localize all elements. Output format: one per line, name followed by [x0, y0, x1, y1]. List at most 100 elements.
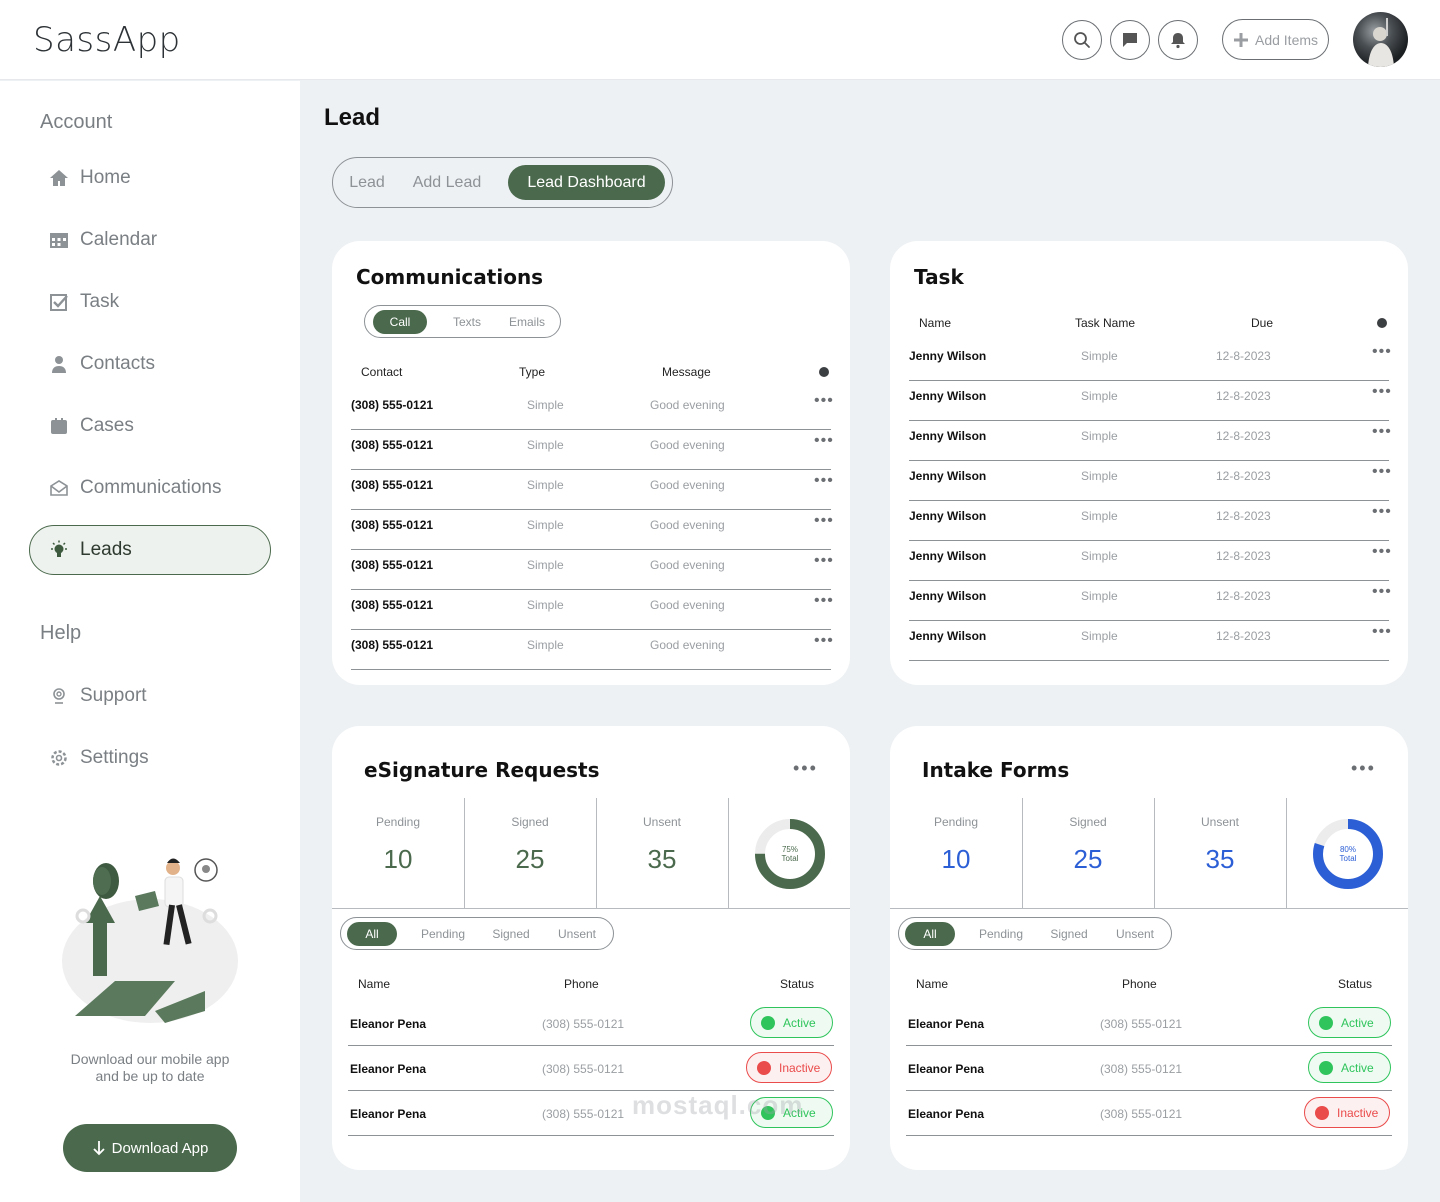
segment-emails[interactable]: Emails: [508, 315, 545, 329]
filter-pending[interactable]: Pending: [978, 927, 1024, 941]
donut-percent-label: 80%: [1340, 845, 1356, 854]
account-heading: Account: [40, 111, 113, 133]
row-more-button[interactable]: •••: [814, 592, 834, 609]
name-cell: Eleanor Pena: [908, 1062, 985, 1076]
segment-texts[interactable]: Texts: [452, 315, 481, 329]
filter-unsent[interactable]: Unsent: [557, 927, 597, 941]
stat-divider: [596, 798, 597, 908]
lightbulb-icon: [48, 539, 70, 561]
sidebar-item-settings[interactable]: Settings: [48, 743, 149, 773]
filter-unsent[interactable]: Unsent: [1115, 927, 1155, 941]
row-more-button[interactable]: •••: [814, 392, 834, 409]
tab-add-lead[interactable]: Add Lead: [412, 173, 482, 191]
row-more-button[interactable]: •••: [814, 512, 834, 529]
cases-icon: [48, 415, 70, 437]
table-row[interactable]: (308) 555-0121 Simple Good evening •••: [351, 472, 833, 518]
table-row[interactable]: (308) 555-0121 Simple Good evening •••: [351, 632, 833, 678]
intake-forms-title: Intake Forms: [922, 758, 1070, 782]
donut-percent-label: 75%: [782, 845, 798, 854]
table-row[interactable]: Eleanor Pena (308) 555-0121 Inactive: [348, 1052, 834, 1100]
table-row[interactable]: Jenny Wilson Simple 12-8-2023 •••: [909, 423, 1391, 469]
row-more-button[interactable]: •••: [814, 472, 834, 489]
search-button[interactable]: [1062, 20, 1102, 60]
stat-value-signed: 25: [1073, 844, 1103, 874]
contacts-icon: [48, 353, 70, 375]
filter-all[interactable]: All: [905, 922, 955, 946]
task-title: Task: [914, 265, 964, 289]
table-row[interactable]: Eleanor Pena (308) 555-0121 Inactive: [906, 1097, 1392, 1145]
table-row[interactable]: Jenny Wilson Simple 12-8-2023 •••: [909, 623, 1391, 669]
stat-label-unsent: Unsent: [1200, 815, 1240, 829]
table-row[interactable]: Eleanor Pena (308) 555-0121 Active: [906, 1007, 1392, 1055]
stat-label-signed: Signed: [511, 815, 549, 829]
messages-button[interactable]: [1110, 20, 1150, 60]
stat-value-pending: 10: [941, 844, 971, 874]
table-row[interactable]: Jenny Wilson Simple 12-8-2023 •••: [909, 503, 1391, 549]
stat-label-pending: Pending: [933, 815, 979, 829]
sidebar-item-leads[interactable]: Leads: [48, 535, 132, 565]
esignature-more-button[interactable]: •••: [793, 758, 818, 778]
row-more-button[interactable]: •••: [1372, 423, 1392, 440]
tab-lead[interactable]: Lead: [349, 173, 385, 191]
add-items-button[interactable]: Add Items: [1222, 19, 1329, 60]
segment-call[interactable]: Call: [373, 310, 427, 334]
contact-cell: (308) 555-0121: [351, 438, 434, 452]
table-row[interactable]: Jenny Wilson Simple 12-8-2023 •••: [909, 463, 1391, 509]
table-row[interactable]: (308) 555-0121 Simple Good evening •••: [351, 432, 833, 478]
table-row[interactable]: Jenny Wilson Simple 12-8-2023 •••: [909, 343, 1391, 389]
table-row[interactable]: Eleanor Pena (308) 555-0121 Active: [348, 1097, 834, 1145]
table-row[interactable]: (308) 555-0121 Simple Good evening •••: [351, 512, 833, 558]
table-row[interactable]: (308) 555-0121 Simple Good evening •••: [351, 552, 833, 598]
row-more-button[interactable]: •••: [1372, 343, 1392, 360]
column-options-dot[interactable]: [1377, 318, 1387, 328]
table-row[interactable]: Jenny Wilson Simple 12-8-2023 •••: [909, 543, 1391, 589]
column-options-dot[interactable]: [819, 367, 829, 377]
task-name-cell: Simple: [1081, 469, 1118, 483]
filter-signed[interactable]: Signed: [1050, 927, 1088, 941]
filter-pending[interactable]: Pending: [420, 927, 466, 941]
sidebar-item-support[interactable]: Support: [48, 681, 147, 711]
sidebar-item-calendar[interactable]: Calendar: [48, 225, 157, 255]
row-more-button[interactable]: •••: [1372, 583, 1392, 600]
table-row[interactable]: Jenny Wilson Simple 12-8-2023 •••: [909, 383, 1391, 429]
row-divider: [909, 540, 1389, 541]
row-divider: [351, 669, 831, 670]
row-more-button[interactable]: •••: [814, 552, 834, 569]
row-more-button[interactable]: •••: [1372, 503, 1392, 520]
tab-lead-dashboard[interactable]: Lead Dashboard: [508, 165, 665, 200]
message-cell: Good evening: [650, 438, 725, 452]
table-row[interactable]: (308) 555-0121 Simple Good evening •••: [351, 592, 833, 638]
sidebar-item-contacts[interactable]: Contacts: [48, 349, 155, 379]
due-cell: 12-8-2023: [1216, 469, 1271, 483]
sidebar-item-label: Support: [80, 685, 147, 706]
row-more-button[interactable]: •••: [1372, 383, 1392, 400]
filter-signed[interactable]: Signed: [492, 927, 530, 941]
due-cell: 12-8-2023: [1216, 549, 1271, 563]
row-more-button[interactable]: •••: [1372, 543, 1392, 560]
due-cell: 12-8-2023: [1216, 589, 1271, 603]
row-more-button[interactable]: •••: [814, 432, 834, 449]
sidebar-item-cases[interactable]: Cases: [48, 411, 134, 441]
table-row[interactable]: (308) 555-0121 Simple Good evening •••: [351, 392, 833, 438]
row-more-button[interactable]: •••: [1372, 463, 1392, 480]
row-more-button[interactable]: •••: [1372, 623, 1392, 640]
sidebar-item-communications[interactable]: Communications: [48, 473, 222, 503]
task-name-cell: Simple: [1081, 389, 1118, 403]
row-more-button[interactable]: •••: [814, 632, 834, 649]
intake-more-button[interactable]: •••: [1351, 758, 1376, 778]
table-row[interactable]: Eleanor Pena (308) 555-0121 Active: [348, 1007, 834, 1055]
column-header-due: Due: [1251, 316, 1274, 330]
notifications-button[interactable]: [1158, 20, 1198, 60]
download-app-button[interactable]: Download App: [63, 1124, 237, 1172]
table-row[interactable]: Jenny Wilson Simple 12-8-2023 •••: [909, 583, 1391, 629]
table-row[interactable]: Eleanor Pena (308) 555-0121 Active: [906, 1052, 1392, 1100]
plus-icon: [1233, 32, 1248, 47]
app-logo[interactable]: SassApp: [33, 20, 181, 60]
type-cell: Simple: [527, 478, 564, 492]
sidebar-item-task[interactable]: Task: [48, 287, 119, 317]
column-header-name: Name: [916, 977, 949, 991]
due-cell: 12-8-2023: [1216, 509, 1271, 523]
filter-all[interactable]: All: [347, 922, 397, 946]
sidebar-item-home[interactable]: Home: [48, 163, 131, 193]
user-avatar[interactable]: [1353, 12, 1408, 67]
